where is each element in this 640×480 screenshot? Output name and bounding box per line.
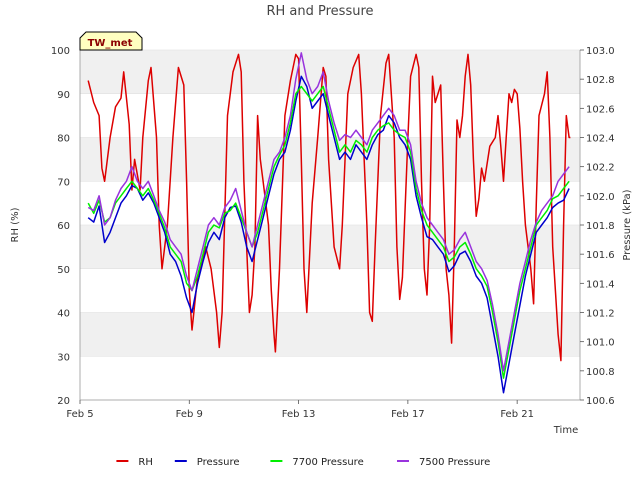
station-tag: TW_met (79, 31, 143, 51)
y-left-tick-label: 100 (51, 46, 70, 57)
grid-band (80, 312, 580, 357)
y-right-tick-label: 102.8 (586, 75, 615, 86)
y-right-tick-label: 101.8 (586, 221, 615, 232)
grid-band (80, 50, 580, 94)
series-line-rh (87, 53, 571, 362)
y-right-tick-label: 101.0 (586, 338, 615, 349)
y-right-tick-label: 102.2 (586, 163, 615, 174)
y-right-tick-label: 101.6 (586, 250, 615, 261)
plot-background (80, 49, 580, 401)
series-layer (87, 52, 571, 394)
y-left-tick-label: 70 (57, 177, 70, 188)
y-axis-left-title: RH (%) (10, 207, 21, 242)
series-line-7700-pressure (87, 85, 570, 379)
chart-title: RH and Pressure (266, 4, 373, 19)
x-tick-label: Feb 13 (282, 409, 316, 420)
legend: RH Pressure 7700 Pressure 7500 Pressure (116, 457, 490, 468)
y-right-tick-label: 100.8 (586, 367, 615, 378)
y-right-tick-label: 101.4 (586, 279, 615, 290)
y-right-tick-label: 102.6 (586, 104, 615, 115)
y-axis-right-title: Pressure (kPa) (622, 189, 633, 260)
x-tick-label: Feb 21 (500, 409, 534, 420)
y-left-tick-label: 50 (57, 265, 70, 276)
legend-label-pressure: Pressure (197, 457, 240, 468)
x-tick-label: Feb 5 (66, 409, 93, 420)
y-right-tick-label: 103.0 (586, 46, 615, 57)
x-tick-label: Feb 9 (176, 409, 203, 420)
series-line-pressure (87, 75, 570, 394)
y-right-tick-label: 101.2 (586, 309, 615, 320)
y-right-tick-label: 100.6 (586, 396, 615, 407)
axes-layer: 20 30 40 50 60 70 80 90 100 100.6 100.8 101.0 101.2 1… (51, 46, 615, 420)
y-right-tick-label: 102.0 (586, 192, 615, 203)
y-left-tick-label: 20 (57, 396, 70, 407)
station-tag-label: TW_met (88, 38, 133, 49)
series-line-7500-pressure (87, 52, 570, 372)
grid-band (80, 225, 580, 269)
y-left-tick-label: 90 (57, 90, 70, 101)
legend-label-7700-pressure: 7700 Pressure (292, 457, 363, 468)
x-tick-label: Feb 17 (391, 409, 425, 420)
y-left-tick-label: 60 (57, 221, 70, 232)
legend-label-7500-pressure: 7500 Pressure (419, 457, 490, 468)
x-axis-title: Time (553, 425, 578, 436)
y-right-tick-label: 102.4 (586, 134, 615, 145)
y-left-tick-label: 80 (57, 134, 70, 145)
y-left-tick-label: 30 (57, 352, 70, 363)
y-left-tick-label: 40 (57, 309, 70, 320)
legend-label-rh: RH (138, 457, 152, 468)
